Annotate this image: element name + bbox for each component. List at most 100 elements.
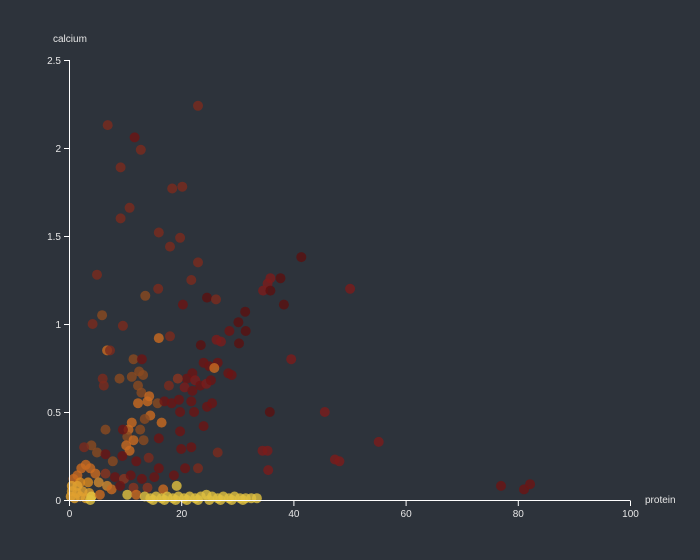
data-point — [153, 227, 164, 238]
data-point — [172, 373, 183, 384]
x-tick-label: 0 — [67, 509, 73, 520]
data-point — [79, 442, 90, 453]
data-point — [251, 493, 262, 504]
data-point — [177, 299, 188, 310]
data-point — [149, 472, 160, 483]
x-tick-label: 60 — [401, 509, 413, 520]
data-point — [92, 447, 102, 458]
y-tick-label: 1.5 — [47, 232, 61, 243]
data-point — [186, 442, 197, 453]
y-tick-label: 2 — [55, 144, 61, 155]
data-point — [175, 407, 186, 417]
data-point — [240, 306, 251, 317]
y-axis: 0 0.5 1 1.5 2 2.5 calcium — [47, 34, 87, 507]
data-point — [265, 285, 276, 296]
data-point — [275, 273, 286, 284]
data-point — [115, 213, 126, 224]
data-point — [97, 310, 108, 321]
data-point — [102, 120, 113, 131]
data-point — [186, 396, 197, 407]
data-point — [125, 470, 136, 481]
data-point — [234, 338, 244, 349]
y-tick-label: 0 — [55, 496, 61, 507]
data-point — [133, 398, 143, 409]
x-axis-label: protein — [645, 495, 676, 506]
data-point — [128, 354, 139, 365]
data-point — [262, 445, 273, 456]
data-point — [263, 465, 274, 476]
data-point — [100, 468, 111, 479]
data-point — [128, 435, 139, 446]
x-axis: 0 20 40 60 80 100 protein — [67, 495, 676, 520]
data-point — [142, 482, 153, 493]
x-tick-label: 20 — [176, 509, 188, 520]
x-tick-label: 100 — [622, 509, 639, 520]
data-point — [163, 380, 174, 391]
data-point — [296, 252, 307, 263]
data-point — [129, 132, 140, 143]
data-point — [138, 370, 149, 380]
data-point — [98, 380, 109, 391]
data-point — [136, 387, 147, 398]
data-point — [122, 489, 133, 500]
data-point — [193, 463, 203, 474]
data-point — [258, 285, 269, 296]
data-point — [143, 452, 154, 463]
x-tick-label: 40 — [288, 509, 300, 520]
data-point — [171, 480, 182, 491]
data-point — [131, 489, 142, 500]
data-point — [168, 470, 179, 481]
data-point — [207, 398, 218, 409]
data-point — [153, 433, 164, 444]
data-point — [100, 449, 111, 460]
data-point — [117, 320, 128, 331]
data-point — [186, 275, 197, 285]
data-point — [117, 451, 128, 461]
data-points — [65, 100, 536, 505]
data-point — [205, 375, 216, 386]
data-point — [131, 456, 142, 467]
data-point — [107, 456, 118, 467]
data-point — [87, 319, 98, 329]
data-point — [198, 421, 209, 432]
data-point — [264, 407, 275, 417]
data-point — [126, 371, 137, 382]
data-point — [286, 354, 297, 365]
y-axis-label: calcium — [53, 34, 87, 45]
data-point — [525, 479, 536, 490]
data-point — [115, 480, 126, 491]
data-point — [114, 373, 125, 384]
data-point — [83, 477, 94, 488]
data-point — [167, 183, 178, 194]
data-point — [72, 480, 83, 491]
data-point — [193, 257, 203, 268]
data-point — [94, 489, 105, 500]
data-point — [115, 162, 126, 173]
data-point — [136, 473, 147, 484]
data-point — [240, 326, 251, 336]
data-point — [90, 468, 101, 479]
data-point — [202, 292, 212, 303]
data-point — [165, 331, 175, 342]
data-point — [195, 340, 206, 351]
data-point — [345, 283, 356, 294]
data-point — [181, 373, 192, 384]
data-point — [153, 463, 164, 474]
data-point — [233, 317, 244, 328]
data-point — [153, 333, 164, 344]
data-point — [139, 414, 150, 424]
data-point — [165, 241, 175, 252]
y-tick-label: 2.5 — [47, 56, 61, 67]
data-point — [93, 477, 104, 488]
data-point — [106, 484, 117, 495]
data-point — [153, 283, 164, 294]
x-tick-label: 80 — [513, 509, 525, 520]
y-tick-label: 1 — [55, 320, 61, 331]
data-point — [319, 407, 330, 417]
data-point — [189, 407, 200, 417]
data-point — [211, 294, 221, 305]
data-point — [124, 445, 135, 456]
data-point — [110, 472, 120, 483]
data-point — [212, 447, 223, 458]
